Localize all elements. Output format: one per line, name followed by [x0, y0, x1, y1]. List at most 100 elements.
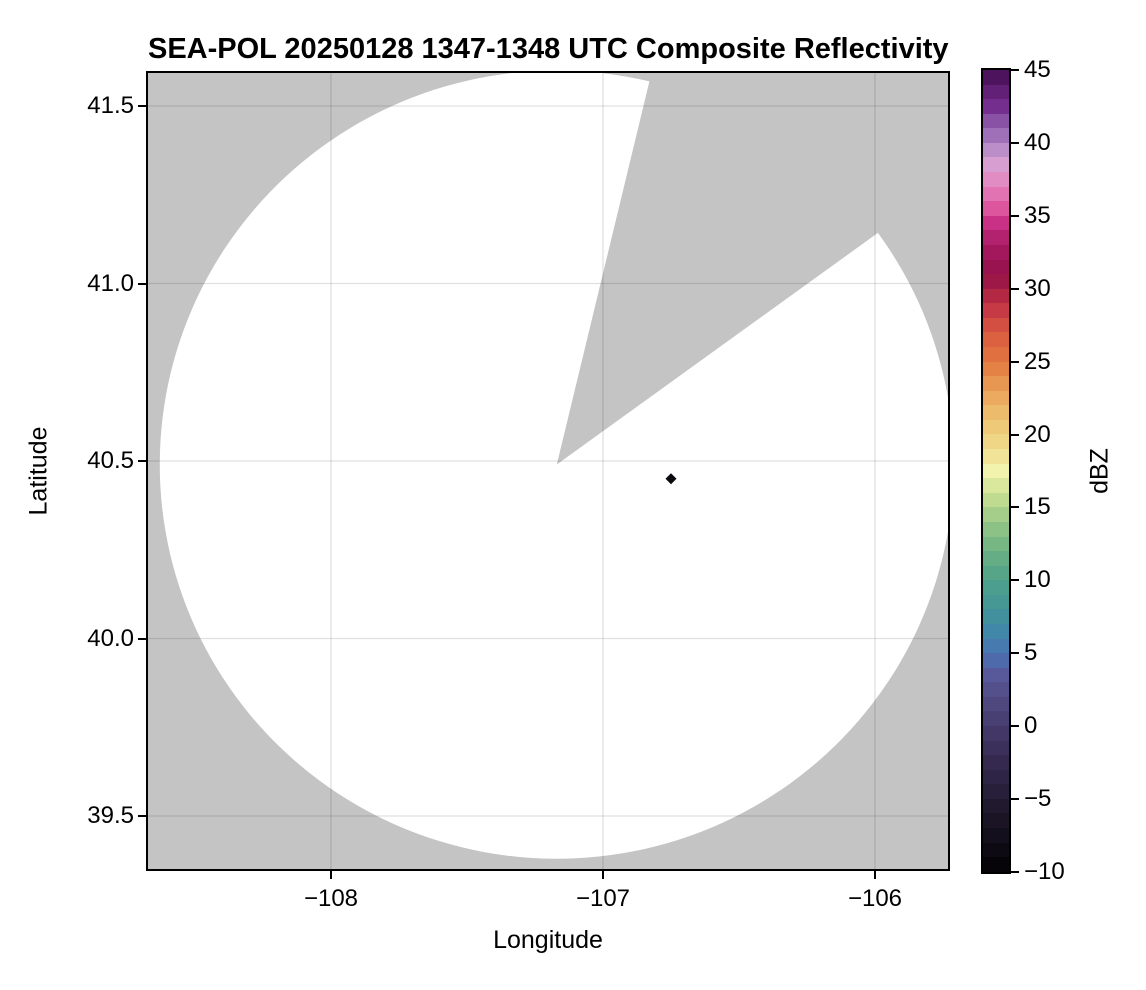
- x-tick-mark: [602, 871, 604, 879]
- colorbar-tick-label: 20: [1024, 420, 1051, 448]
- colorbar-band: [983, 828, 1009, 843]
- x-tick-label: −108: [303, 885, 359, 912]
- colorbar-band: [983, 507, 1009, 522]
- colorbar-band: [983, 521, 1009, 537]
- colorbar-tick-mark: [1011, 214, 1019, 217]
- colorbar-band: [983, 492, 1009, 508]
- colorbar-band: [983, 99, 1009, 114]
- colorbar-band: [983, 711, 1009, 727]
- colorbar-band: [983, 536, 1009, 552]
- colorbar-band: [983, 288, 1009, 304]
- colorbar-tick-label: 40: [1024, 128, 1051, 156]
- y-axis-label: Latitude: [24, 426, 53, 516]
- colorbar-tick-mark: [1011, 433, 1019, 436]
- colorbar-band: [983, 419, 1009, 435]
- colorbar-band: [983, 259, 1009, 275]
- colorbar-tick-label: −5: [1024, 785, 1052, 813]
- colorbar-tick-label: 25: [1024, 347, 1051, 375]
- plot-area: [148, 73, 948, 869]
- colorbar-band: [983, 303, 1009, 318]
- colorbar-band: [983, 696, 1009, 712]
- colorbar-band: [983, 128, 1009, 143]
- colorbar-tick-mark: [1011, 579, 1019, 582]
- colorbar-band: [983, 434, 1009, 450]
- colorbar-tick-label: 15: [1024, 493, 1051, 521]
- colorbar-band: [983, 740, 1009, 756]
- colorbar-band: [983, 317, 1009, 333]
- colorbar-label: dBZ: [1085, 448, 1114, 494]
- colorbar-band: [983, 667, 1009, 683]
- colorbar-tick-label: 10: [1024, 566, 1051, 594]
- y-tick-label: 40.0: [87, 624, 134, 652]
- colorbar-tick-mark: [1011, 798, 1019, 801]
- colorbar-band: [983, 84, 1009, 100]
- colorbar-tick-mark: [1011, 360, 1019, 363]
- colorbar-tick-label: 30: [1024, 274, 1051, 302]
- colorbar-frame: [981, 68, 1011, 874]
- colorbar-band: [983, 857, 1009, 872]
- colorbar-band: [983, 230, 1009, 245]
- colorbar-tick-label: 5: [1024, 639, 1038, 667]
- colorbar-tick-mark: [1011, 287, 1019, 290]
- colorbar-band: [983, 784, 1009, 799]
- colorbar-band: [983, 594, 1009, 610]
- colorbar-band: [983, 376, 1009, 391]
- colorbar-band: [983, 565, 1009, 581]
- colorbar-band: [983, 842, 1009, 858]
- colorbar-band: [983, 580, 1009, 595]
- colorbar-band: [983, 551, 1009, 566]
- x-tick-label: −107: [575, 885, 631, 912]
- colorbar-band: [983, 274, 1009, 289]
- y-tick-label: 41.5: [87, 92, 134, 119]
- colorbar-band: [983, 201, 1009, 216]
- colorbar-band: [983, 244, 1009, 260]
- colorbar-band: [983, 157, 1009, 173]
- colorbar-tick-mark: [1011, 506, 1019, 509]
- y-tick-mark: [138, 460, 146, 462]
- colorbar-band: [983, 769, 1009, 785]
- x-tick-mark: [330, 871, 332, 879]
- x-axis-label: Longitude: [493, 926, 603, 954]
- y-tick-label: 41.0: [87, 269, 134, 297]
- colorbar-band: [983, 172, 1009, 187]
- colorbar-tick-label: 35: [1024, 201, 1051, 229]
- colorbar-tick-mark: [1011, 141, 1019, 144]
- x-tick-mark: [874, 871, 876, 879]
- colorbar-band: [983, 638, 1009, 654]
- colorbar-tick-mark: [1011, 652, 1019, 655]
- colorbar-tick-mark: [1011, 871, 1019, 873]
- colorbar-band: [983, 755, 1009, 770]
- colorbar-tick-mark: [1011, 725, 1019, 728]
- axes-frame: [146, 71, 950, 871]
- colorbar-band: [983, 623, 1009, 639]
- colorbar-band: [983, 346, 1009, 362]
- colorbar-band: [983, 726, 1009, 741]
- colorbar-band: [983, 463, 1009, 479]
- colorbar-band: [983, 798, 1009, 814]
- colorbar-band: [983, 682, 1009, 697]
- colorbar-band: [983, 449, 1009, 464]
- radar-coverage-area: [159, 73, 948, 859]
- y-tick-mark: [138, 815, 146, 817]
- echo-marker: [665, 473, 677, 485]
- colorbar-band: [983, 405, 1009, 420]
- colorbar-band: [983, 653, 1009, 668]
- colorbar-band: [983, 186, 1009, 202]
- colorbar-band: [983, 70, 1009, 85]
- colorbar-band: [983, 609, 1009, 624]
- colorbar-tick-label: 45: [1024, 56, 1051, 83]
- colorbar-band: [983, 332, 1009, 347]
- plot-title: SEA-POL 20250128 1347-1348 UTC Composite…: [148, 33, 949, 65]
- colorbar-band: [983, 215, 1009, 231]
- colorbar-band: [983, 813, 1009, 829]
- colorbar-tick-label: −10: [1024, 858, 1065, 885]
- colorbar-band: [983, 478, 1009, 493]
- colorbar-band: [983, 361, 1009, 377]
- y-tick-label: 40.5: [87, 447, 134, 474]
- y-tick-mark: [138, 637, 146, 640]
- colorbar-tick-mark: [1011, 69, 1019, 71]
- y-tick-label: 39.5: [87, 802, 134, 829]
- y-tick-mark: [138, 282, 146, 285]
- colorbar: [983, 70, 1009, 872]
- y-tick-mark: [138, 105, 146, 107]
